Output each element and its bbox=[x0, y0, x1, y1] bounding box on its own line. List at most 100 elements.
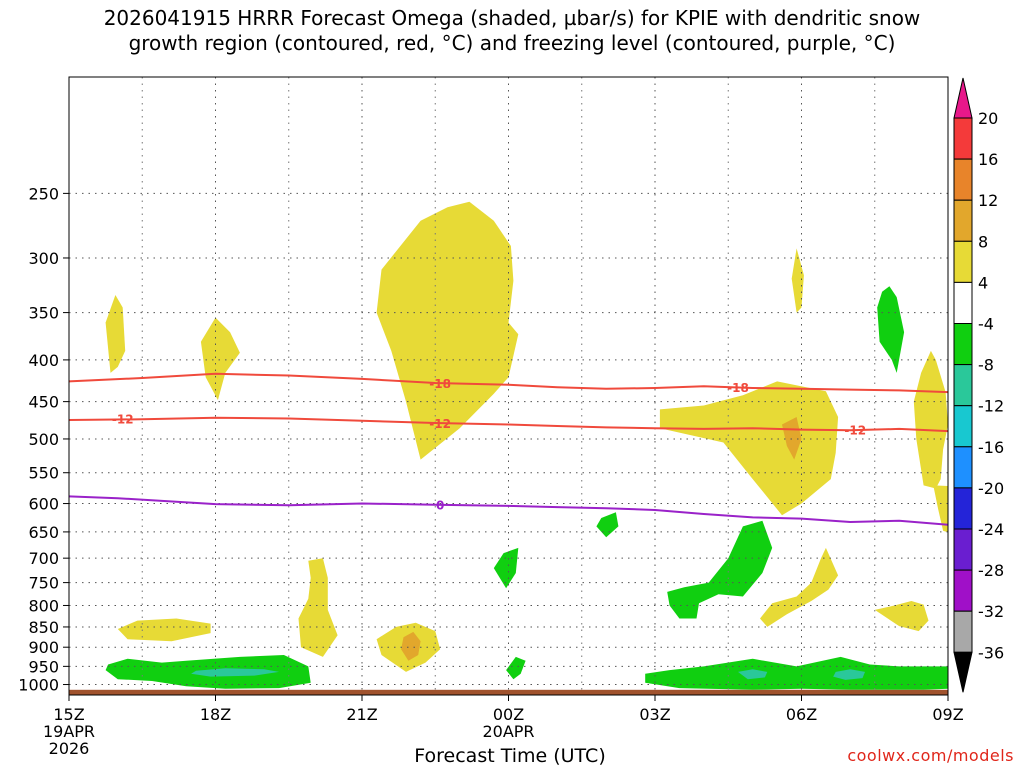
shade-omega-4-to-8-near-08z bbox=[913, 350, 948, 489]
shade-omega-4-to-8-near-16z bbox=[105, 295, 126, 373]
xtick-label-18z: 18Z bbox=[200, 705, 231, 724]
xtick-sublabel-20apr: 20APR bbox=[482, 722, 534, 741]
ytick-label-350: 350 bbox=[28, 304, 59, 323]
shade-omega-8-to-12-near-06z-low bbox=[833, 669, 865, 680]
title-line-2: growth region (contoured, red, °C) and f… bbox=[128, 31, 896, 55]
contour-label-4: -12 bbox=[844, 423, 866, 437]
contour-layer: -18 -18 -12 -12 -12 0 bbox=[69, 372, 948, 526]
omega-shading-layer bbox=[105, 201, 948, 690]
colorbar-label-8: -16 bbox=[978, 438, 1004, 457]
colorbar-bin-12-16 bbox=[953, 158, 973, 201]
contour-dgz-12 bbox=[69, 416, 948, 433]
shade-omega-4-to-8-near-01z bbox=[596, 512, 619, 538]
ytick-label-800: 800 bbox=[28, 596, 59, 615]
contour-label-5: 0 bbox=[436, 498, 444, 512]
colorbar-label-5: -4 bbox=[978, 315, 994, 334]
ytick-label-1000: 1000 bbox=[18, 676, 59, 695]
ground-layer bbox=[69, 689, 948, 695]
colorbar: 20 16 12 8 4 -4 -8 -12 -16 -20 -24 -28 -32 -36 bbox=[953, 77, 1004, 693]
shade-omega-4-to-8-near-08z-low bbox=[874, 601, 929, 632]
colorbar-label-9: -20 bbox=[978, 479, 1004, 498]
ytick-label-600: 600 bbox=[28, 495, 59, 514]
ground-fill bbox=[69, 689, 948, 695]
colorbar-bin-16-20 bbox=[953, 117, 973, 160]
colorbar-label-11: -28 bbox=[978, 561, 1004, 580]
colorbar-bin--12--8 bbox=[953, 364, 973, 407]
colorbar-label-1: 16 bbox=[978, 150, 998, 169]
xtick-label-00z: 00Z bbox=[493, 705, 524, 724]
xtick-label-03z: 03Z bbox=[639, 705, 670, 724]
xtick-label-15z: 15Z bbox=[53, 705, 84, 724]
shade-omega-8-to-12-near-04z-low bbox=[738, 669, 768, 680]
ytick-label-900: 900 bbox=[28, 638, 59, 657]
xtick-label-09z: 09Z bbox=[932, 705, 963, 724]
contour-label-0: -18 bbox=[429, 377, 451, 391]
plot-border bbox=[68, 76, 949, 696]
colorbar-label-4: 4 bbox=[978, 273, 988, 292]
plot-frame bbox=[68, 76, 949, 696]
contour-dgz-18 bbox=[69, 372, 948, 394]
colorbar-label-10: -24 bbox=[978, 520, 1004, 539]
shade-omega-4-to-8-near-09z-right-edge bbox=[933, 485, 948, 533]
shade-omega-4-to-8-near-07z-upper bbox=[877, 286, 905, 373]
shade-omega-8-to-12-near-18z-low bbox=[191, 668, 279, 677]
contour-label-1: -18 bbox=[727, 381, 749, 395]
contour-label-2: -12 bbox=[112, 412, 134, 426]
colorbar-bin--32--28 bbox=[953, 569, 973, 612]
xtick-label-21z: 21Z bbox=[346, 705, 377, 724]
y-axis: 2503003504004505005506006507007508008509… bbox=[18, 184, 69, 695]
shade-omega-4-to-8-near-02z-09z-low bbox=[645, 656, 948, 690]
shade-omega-4-to-8-near-23z-low bbox=[506, 656, 526, 680]
credit-link[interactable]: coolwx.com/models bbox=[847, 746, 1014, 765]
shade-omega-4-to-8-near-05z-low bbox=[760, 547, 839, 627]
ytick-label-550: 550 bbox=[28, 464, 59, 483]
ytick-label-250: 250 bbox=[28, 184, 59, 203]
ytick-label-700: 700 bbox=[28, 549, 59, 568]
ytick-label-950: 950 bbox=[28, 657, 59, 676]
contour-freezing-level bbox=[69, 495, 948, 526]
chart-title: 2026041915 HRRR Forecast Omega (shaded, … bbox=[0, 6, 1024, 56]
colorbar-label-2: 12 bbox=[978, 191, 998, 210]
colorbar-label-7: -12 bbox=[978, 397, 1004, 416]
colorbar-bin-8-12 bbox=[953, 199, 973, 242]
colorbar-label-6: -8 bbox=[978, 356, 994, 375]
colorbar-bin--36--32 bbox=[953, 610, 973, 653]
shade-omega-4-to-8-near-04z-mid bbox=[667, 520, 773, 619]
shade-omega-4-to-8-near-05z-upper bbox=[791, 248, 804, 313]
ytick-label-650: 650 bbox=[28, 523, 59, 542]
ytick-label-850: 850 bbox=[28, 618, 59, 637]
shade-omega-4-to-8-near-18z-upper bbox=[200, 317, 240, 401]
ytick-label-750: 750 bbox=[28, 574, 59, 593]
shade-omega-4-to-8-near-23z-mid bbox=[493, 547, 519, 589]
colorbar-label-13: -36 bbox=[978, 643, 1004, 662]
shade-omega-4-to-8-near-20z-low bbox=[298, 558, 338, 657]
colorbar-label-3: 8 bbox=[978, 232, 988, 251]
ytick-label-500: 500 bbox=[28, 430, 59, 449]
shade-omega-4-to-8-near-17z-low bbox=[117, 618, 211, 642]
colorbar-bin--16--12 bbox=[953, 405, 973, 448]
colorbar-bin-4-8 bbox=[953, 240, 973, 283]
colorbar-extend-bottom bbox=[953, 651, 973, 693]
colorbar-bin--24--20 bbox=[953, 487, 973, 530]
title-line-1: 2026041915 HRRR Forecast Omega (shaded, … bbox=[103, 6, 921, 30]
shade-omega-4-to-8-near-03z-05z bbox=[659, 381, 839, 516]
colorbar-bin--20--16 bbox=[953, 446, 973, 489]
ytick-label-300: 300 bbox=[28, 249, 59, 268]
colorbar-bin--4-4 bbox=[953, 281, 973, 324]
colorbar-label-0: 20 bbox=[978, 109, 998, 128]
shade-omega-8-to-12-near-05z bbox=[782, 417, 802, 460]
colorbar-label-12: -32 bbox=[978, 602, 1004, 621]
xtick-sublabel-19apr: 19APR bbox=[43, 722, 95, 741]
colorbar-bin--8--4 bbox=[953, 323, 973, 366]
shade-omega-4-to-8-near-23z-upper bbox=[376, 201, 519, 460]
xtick-label-06z: 06Z bbox=[786, 705, 817, 724]
xtick-sublabel-2026: 2026 bbox=[49, 739, 90, 758]
contour-label-3: -12 bbox=[429, 417, 451, 431]
colorbar-bin--28--24 bbox=[953, 528, 973, 571]
ytick-label-450: 450 bbox=[28, 393, 59, 412]
shade-omega-8-to-12-near-22z-low bbox=[401, 631, 421, 661]
ytick-label-400: 400 bbox=[28, 351, 59, 370]
grid-layer bbox=[68, 77, 949, 695]
